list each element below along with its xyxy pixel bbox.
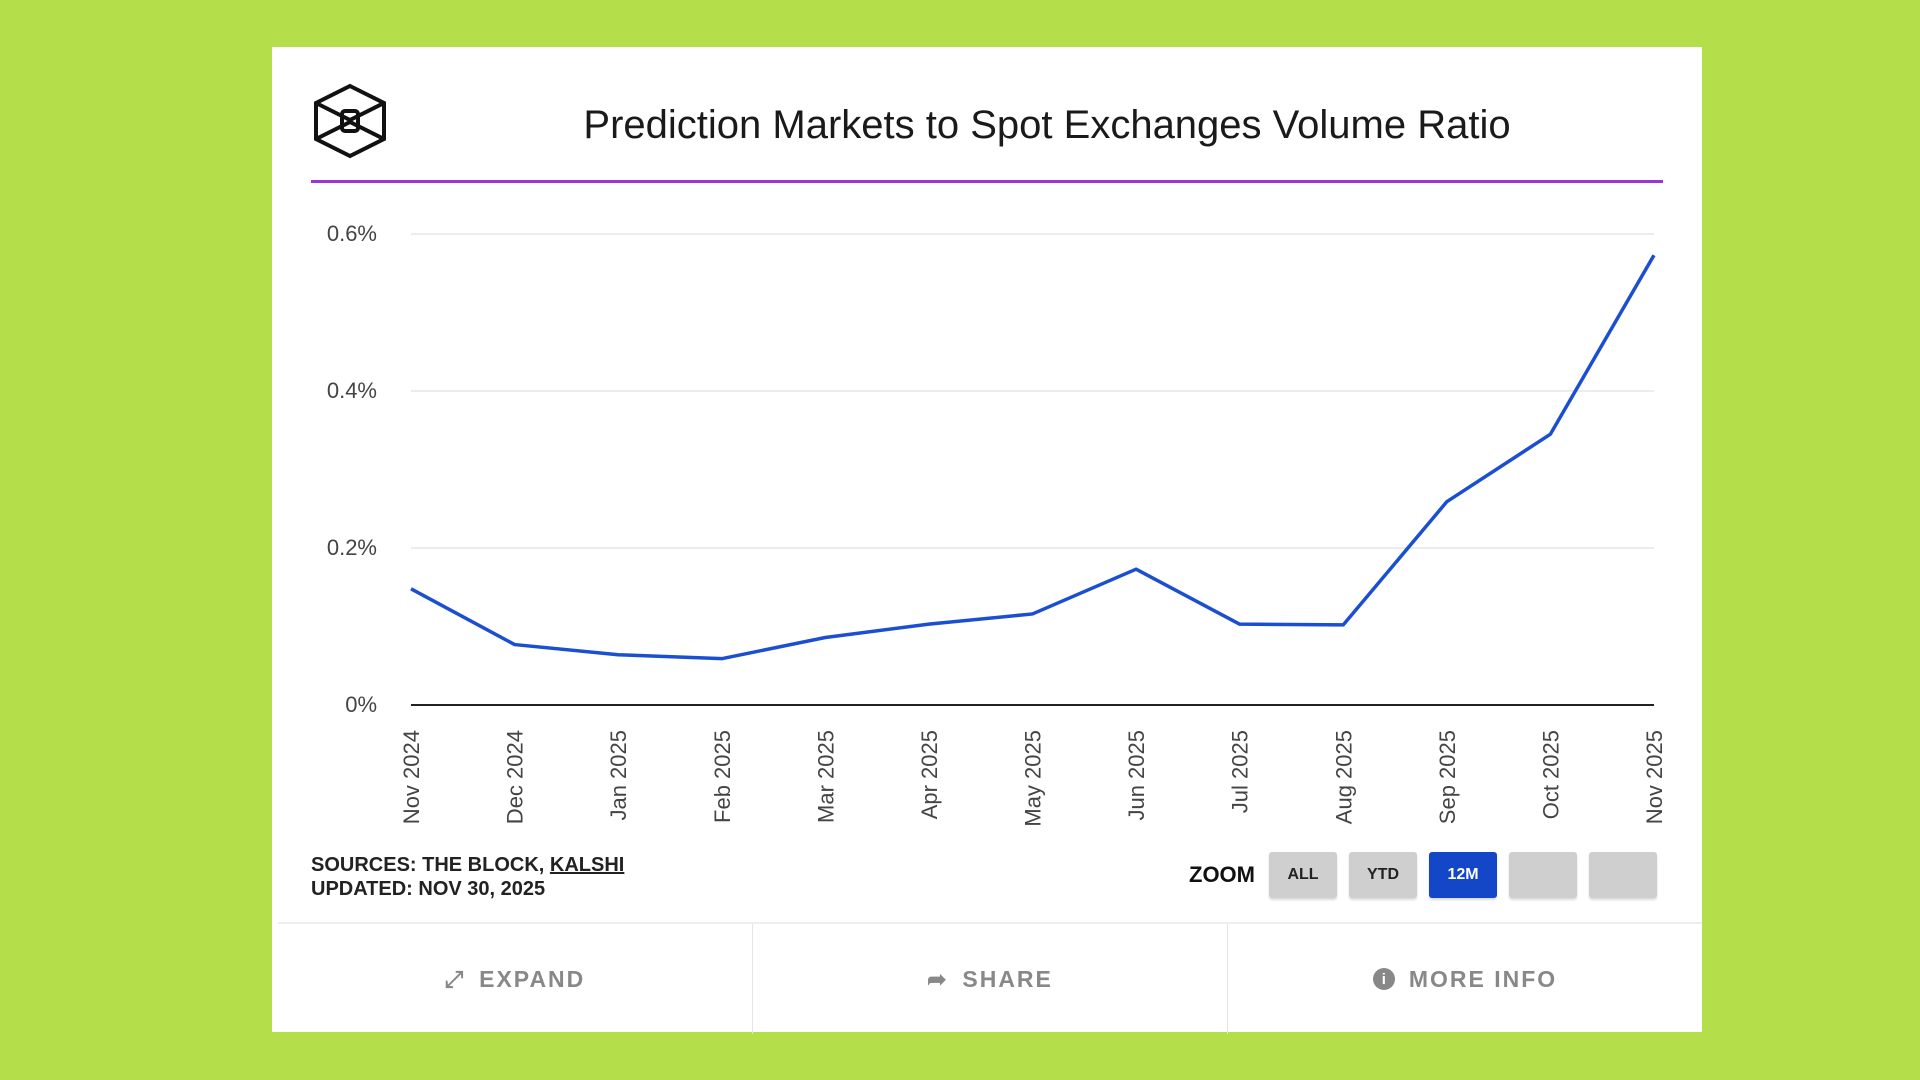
expand-label: EXPAND (479, 965, 586, 992)
sources-text: SOURCES: THE BLOCK, (311, 854, 550, 876)
the-block-logo-icon (314, 83, 386, 159)
x-tick-label: Mar 2025 (813, 730, 838, 823)
x-tick-label: Nov 2025 (1642, 730, 1667, 824)
share-icon: ➦ (927, 965, 949, 992)
x-tick-label: Oct 2025 (1538, 730, 1563, 819)
x-tick-label: Aug 2025 (1331, 730, 1356, 824)
x-tick-label: Apr 2025 (917, 730, 942, 819)
x-tick-label: Jun 2025 (1124, 730, 1149, 821)
y-tick-label: 0% (345, 692, 377, 717)
x-tick-label: May 2025 (1021, 730, 1046, 827)
zoom-12m-button[interactable]: 12M (1429, 852, 1497, 898)
info-icon: i (1372, 968, 1395, 990)
chart-title: Prediction Markets to Spot Exchanges Vol… (583, 103, 1511, 147)
expand-icon: ⤢ (444, 965, 466, 992)
zoom-all-button[interactable]: ALL (1269, 852, 1337, 898)
x-tick-label: Jan 2025 (606, 730, 631, 821)
x-tick-label: Feb 2025 (710, 730, 735, 823)
sources: SOURCES: THE BLOCK, KALSHI UPDATED: NOV … (311, 853, 624, 901)
zoom-ytd-button[interactable]: YTD (1349, 852, 1417, 898)
kalshi-link[interactable]: KALSHI (549, 854, 625, 876)
title-divider (311, 180, 1663, 183)
y-tick-label: 0.4% (327, 378, 377, 403)
share-button[interactable]: ➦ SHARE (753, 924, 1228, 1034)
updated-date: UPDATED: NOV 30, 2025 (311, 878, 546, 900)
share-label: SHARE (962, 965, 1053, 992)
more-info-label: MORE INFO (1408, 965, 1558, 992)
chart-card: Prediction Markets to Spot Exchanges Vol… (272, 47, 1702, 1034)
y-tick-label: 0.2% (327, 535, 377, 560)
x-tick-label: Jul 2025 (1228, 730, 1253, 813)
series-line (410, 254, 1656, 661)
expand-button[interactable]: ⤢ EXPAND (278, 924, 753, 1034)
y-tick-label: 0.6% (327, 221, 377, 246)
line-chart: 0% 0.2% 0.4% 0.6% Nov 2024 Dec 2024 Jan 2025 Fe… (327, 221, 1667, 827)
action-bar: ⤢ EXPAND ➦ SHARE i MORE INFO (278, 922, 1702, 1034)
zoom-button-5[interactable] (1589, 852, 1657, 898)
zoom-label: ZOOM (1189, 862, 1255, 887)
zoom-controls: ZOOM ALL YTD 12M (1189, 852, 1657, 898)
x-tick-label: Dec 2024 (503, 730, 528, 824)
more-info-button[interactable]: i MORE INFO (1228, 924, 1702, 1034)
zoom-button-4[interactable] (1509, 852, 1577, 898)
x-tick-label: Sep 2025 (1435, 730, 1460, 824)
x-tick-label: Nov 2024 (399, 730, 424, 824)
